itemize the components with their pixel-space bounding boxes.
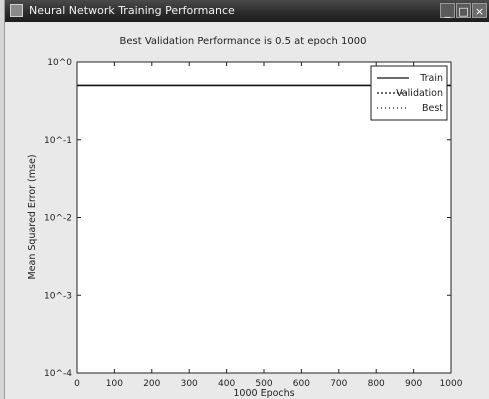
y-tick-label: 10^-2 <box>44 214 72 224</box>
window-title: Neural Network Training Performance <box>29 4 235 17</box>
x-tick-label: 600 <box>293 379 310 389</box>
plot-title: Best Validation Performance is 0.5 at ep… <box>120 36 367 47</box>
x-tick-label: 200 <box>143 379 160 389</box>
x-tick-label: 800 <box>368 379 385 389</box>
legend-label: Best <box>422 103 443 114</box>
x-tick-label: 700 <box>330 379 347 389</box>
legend-box <box>370 65 448 121</box>
legend-label: Train <box>419 73 443 84</box>
y-tick-label: 10^-4 <box>44 369 72 379</box>
x-axis-label: 1000 Epochs <box>233 388 294 399</box>
y-tick-label: 10^-1 <box>44 136 72 146</box>
y-axis-ticks: 10^-4 10^-3 10^-2 10^-1 10^0 <box>44 58 451 379</box>
y-axis-label: Mean Squared Error (mse) <box>27 154 38 279</box>
x-tick-label: 300 <box>181 379 198 389</box>
close-button[interactable]: × <box>472 3 487 18</box>
figure-canvas: Best Validation Performance is 0.5 at ep… <box>5 22 489 399</box>
y-tick-label: 10^0 <box>47 58 72 68</box>
x-tick-label: 0 <box>74 379 80 389</box>
legend: Train Validation Best <box>370 65 448 121</box>
minimize-button[interactable]: _ <box>440 3 455 18</box>
y-tick-label: 10^-3 <box>44 291 72 301</box>
x-tick-label: 100 <box>106 379 123 389</box>
x-tick-label: 500 <box>255 379 272 389</box>
x-tick-label: 1000 <box>440 379 463 389</box>
x-tick-label: 400 <box>218 379 235 389</box>
maximize-button[interactable]: □ <box>456 3 471 18</box>
title-bar[interactable]: Neural Network Training Performance _ □ … <box>5 0 489 22</box>
matlab-figure-icon <box>10 4 23 17</box>
legend-label: Validation <box>396 88 443 99</box>
figure-window: Neural Network Training Performance _ □ … <box>4 0 489 399</box>
performance-plot: Best Validation Performance is 0.5 at ep… <box>27 36 463 399</box>
x-axis-ticks: 0 100 200 300 400 500 600 700 800 900 1000 <box>74 62 463 389</box>
x-tick-label: 900 <box>405 379 422 389</box>
